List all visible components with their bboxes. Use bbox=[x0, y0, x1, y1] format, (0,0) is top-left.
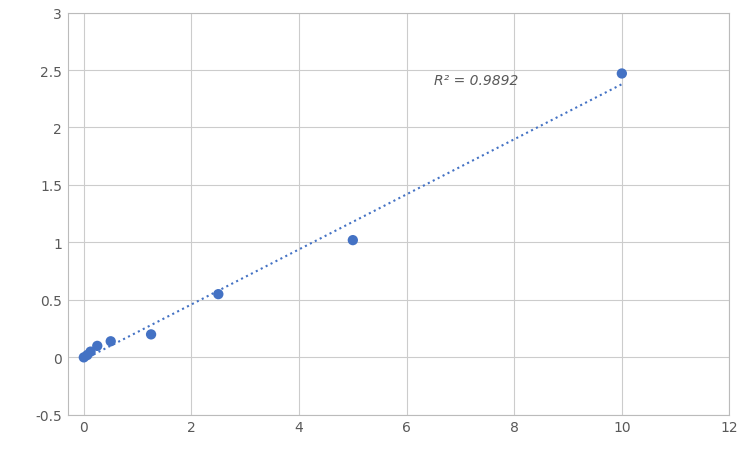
Point bbox=[212, 291, 224, 298]
Point bbox=[347, 237, 359, 244]
Text: R² = 0.9892: R² = 0.9892 bbox=[434, 74, 518, 87]
Point bbox=[77, 354, 89, 361]
Point bbox=[91, 342, 103, 350]
Point bbox=[81, 352, 93, 359]
Point bbox=[616, 71, 628, 78]
Point bbox=[105, 338, 117, 345]
Point bbox=[145, 331, 157, 338]
Point bbox=[84, 348, 96, 355]
